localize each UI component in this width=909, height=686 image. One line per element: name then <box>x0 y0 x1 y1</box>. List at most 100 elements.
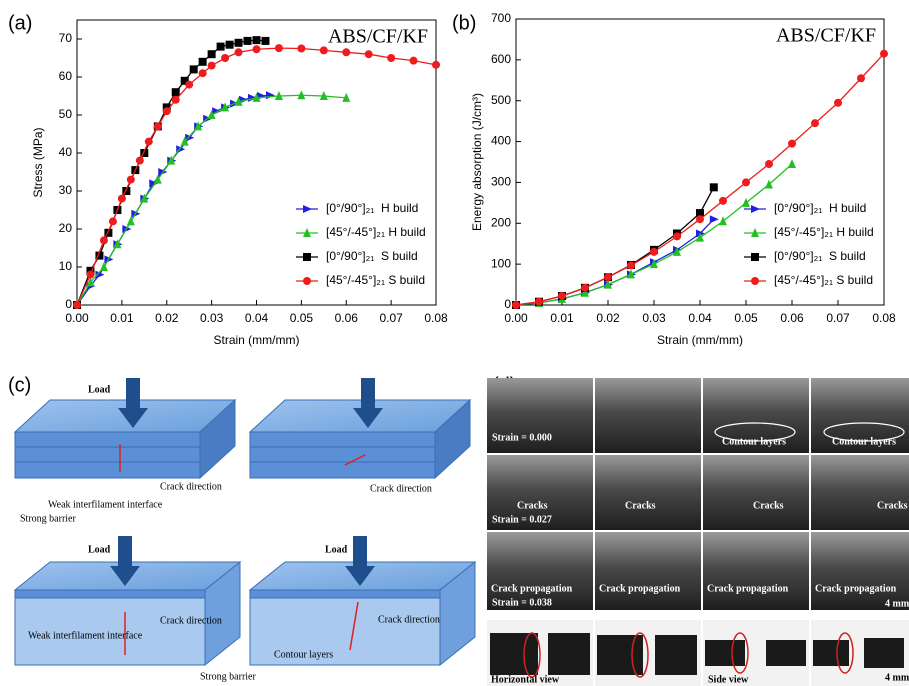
strong-label: Strong barrier <box>20 513 76 524</box>
marker <box>751 228 759 237</box>
propagation-label: Crack propagation <box>815 583 897 594</box>
contour-label: Contour layers <box>832 436 896 447</box>
x-tick-label: 0.07 <box>379 311 403 325</box>
x-tick-label: 0.02 <box>596 311 620 325</box>
marker <box>234 48 243 57</box>
marker <box>627 261 635 270</box>
marker <box>364 50 373 59</box>
marker <box>95 251 104 260</box>
block <box>248 536 477 667</box>
diagram-labels: Load Crack direction Weak interfilament … <box>20 384 440 682</box>
marker <box>581 287 589 297</box>
legend-label: [45°/-45°]₂₁ H build <box>774 225 874 239</box>
y-tick-label: 10 <box>59 259 73 273</box>
strain-label: Strain = 0.038 <box>492 597 552 608</box>
y-tick-label: 50 <box>59 107 73 121</box>
x-tick-label: 0.03 <box>642 311 666 325</box>
y-tick-label: 600 <box>491 52 511 66</box>
marker <box>243 36 252 45</box>
marker <box>162 107 171 116</box>
marker <box>198 69 207 78</box>
legend-label: [0°/90°]₂₁ S build <box>774 249 866 263</box>
marker <box>709 183 718 192</box>
y-tick-label: 40 <box>59 145 73 159</box>
marker <box>604 279 612 289</box>
scale-label: 4 mm <box>885 672 909 683</box>
y-tick-label: 700 <box>491 11 511 25</box>
diagram <box>13 378 477 667</box>
series-line <box>515 163 793 306</box>
contour-label: Contour layers <box>274 649 333 660</box>
marker <box>149 179 159 188</box>
marker <box>719 196 727 205</box>
marker <box>234 96 243 106</box>
marker <box>86 277 95 287</box>
marker <box>113 239 122 249</box>
contour-label: Contour layers <box>722 436 786 447</box>
marker <box>207 110 216 119</box>
x-tick-label: 0.06 <box>780 311 804 325</box>
marker <box>409 56 418 65</box>
view-label: Horizontal view <box>491 674 560 685</box>
marker <box>144 137 153 146</box>
x-tick-label: 0.01 <box>550 311 574 325</box>
x-tick-label: 0.01 <box>110 311 134 325</box>
y-tick-label: 0 <box>504 297 511 311</box>
marker <box>252 36 261 45</box>
marker <box>234 38 243 47</box>
marker <box>171 88 180 97</box>
marker <box>221 102 230 112</box>
marker <box>342 48 351 57</box>
marker <box>239 95 249 104</box>
marker <box>180 136 189 146</box>
marker <box>834 98 842 107</box>
strong-label: Strong barrier <box>200 671 256 682</box>
crack-label: Crack direction <box>378 614 440 625</box>
marker <box>140 149 149 157</box>
marker <box>104 228 113 237</box>
marker <box>185 133 195 142</box>
legend-label: [45°/-45°]₂₁ H build <box>326 225 426 239</box>
marker <box>225 40 234 49</box>
marker <box>194 121 203 131</box>
marker <box>627 269 635 279</box>
crack-arrows <box>119 444 366 655</box>
annotation: ABS/CF/KF <box>776 25 876 47</box>
block <box>13 536 242 667</box>
marker <box>857 74 865 83</box>
marker <box>535 297 543 306</box>
marker <box>140 193 149 203</box>
x-axis-label: Strain (mm/mm) <box>657 333 743 347</box>
y-tick-label: 500 <box>491 93 511 107</box>
marker <box>86 270 95 279</box>
marker <box>581 283 589 292</box>
panel-label: (a) <box>8 12 32 34</box>
propagation-label: Crack propagation <box>707 583 789 594</box>
strain-label: Strain = 0.027 <box>492 514 552 525</box>
crack-label: Crack direction <box>370 483 432 494</box>
marker <box>303 277 311 285</box>
marker <box>742 178 750 187</box>
photo-grid <box>487 378 909 686</box>
marker <box>788 159 796 169</box>
cracks-label: Cracks <box>753 500 784 511</box>
marker <box>207 61 216 70</box>
marker <box>126 216 135 226</box>
cracks-label: Cracks <box>625 500 656 511</box>
marker <box>303 205 312 213</box>
marker <box>696 232 704 242</box>
marker <box>189 65 198 74</box>
x-tick-label: 0.00 <box>504 311 528 325</box>
marker <box>387 54 396 62</box>
marker <box>73 301 81 309</box>
marker <box>207 50 216 59</box>
marker <box>751 277 759 285</box>
block <box>13 378 237 480</box>
marker <box>512 301 520 309</box>
marker <box>135 156 144 165</box>
panel-label: (b) <box>452 12 476 34</box>
cracks-label: Cracks <box>517 500 548 511</box>
load-label: Load <box>88 384 111 395</box>
y-tick-label: 100 <box>491 256 511 270</box>
